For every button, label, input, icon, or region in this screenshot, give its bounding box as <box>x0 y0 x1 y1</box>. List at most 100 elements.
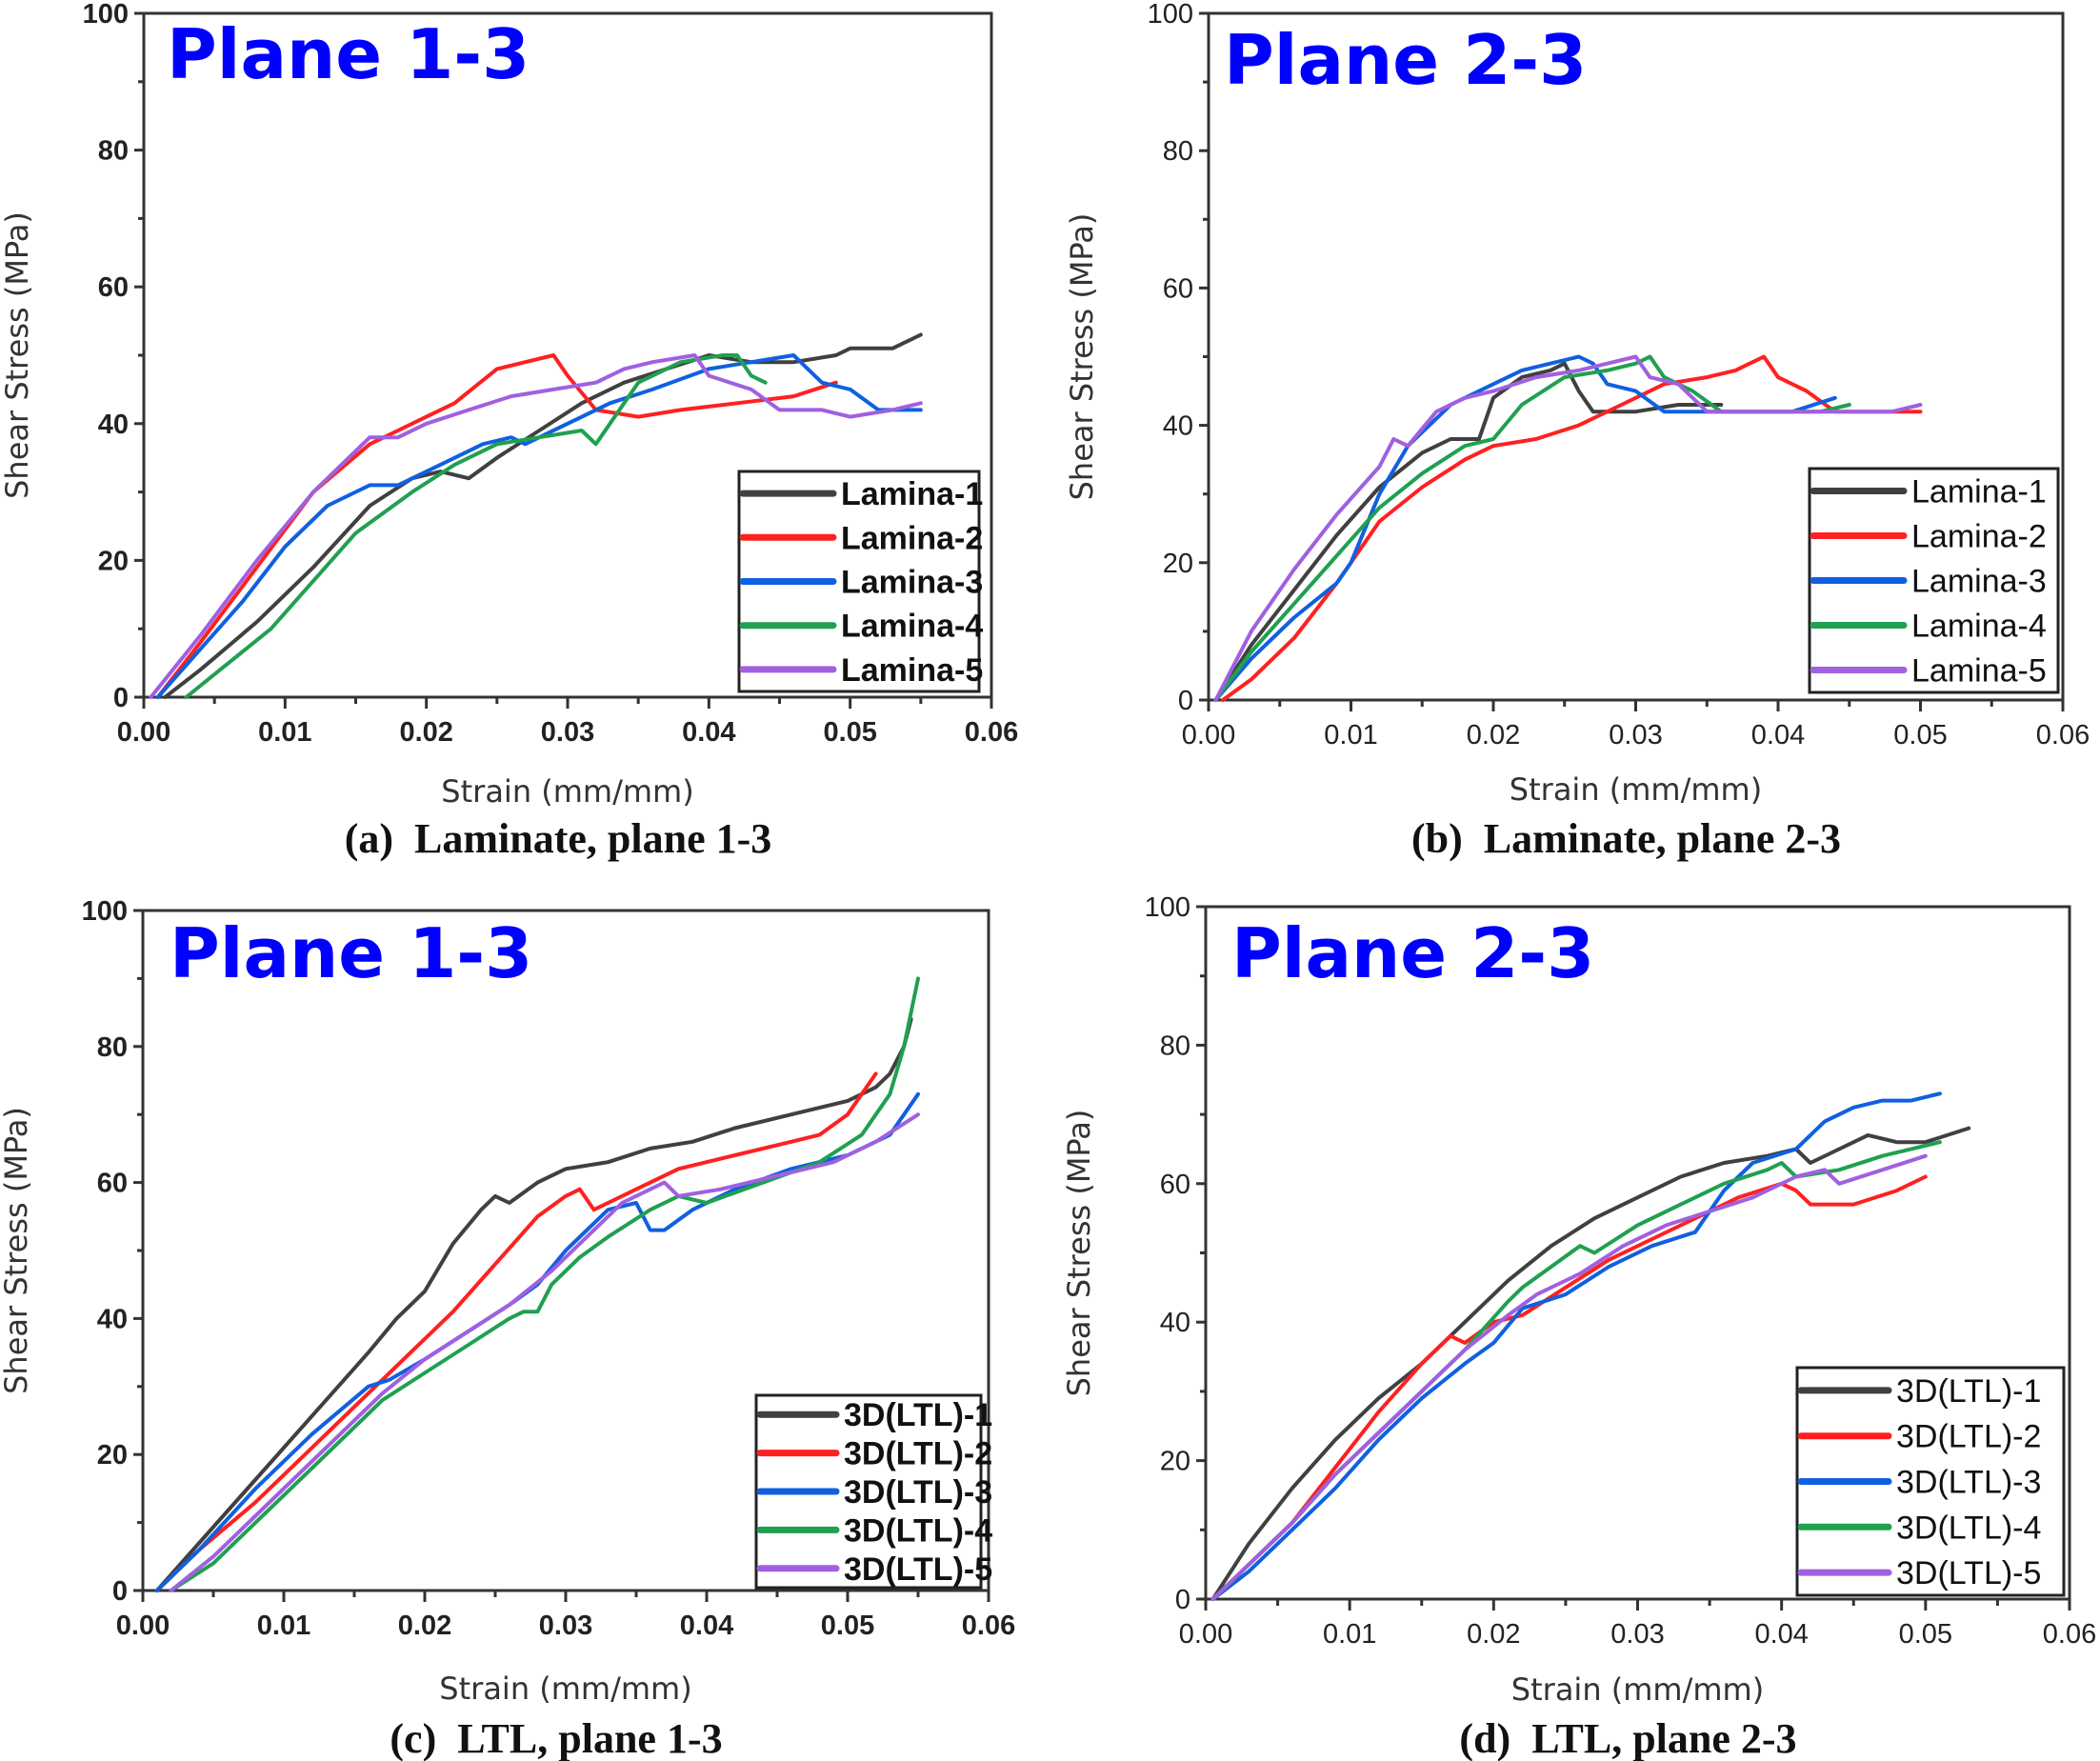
series-line-3d-ltl-2 <box>154 1071 878 1592</box>
x-tick-label: 0.05 <box>1899 1619 1952 1650</box>
y-tick-label: 60 <box>97 1169 128 1199</box>
x-tick-label: 0.04 <box>1754 1619 1808 1650</box>
x-tick-label: 0.03 <box>1609 720 1662 750</box>
x-tick-label: 0.00 <box>117 717 170 748</box>
panel-title: Plane 1-3 <box>170 913 532 993</box>
chart-panel-a: 0 20 40 60 80 100 0.00 0.01 0.02 0.03 0.04 0.05 0.06… <box>0 0 1018 862</box>
x-tick-label: 0.01 <box>1323 1619 1376 1650</box>
y-tick-label: 60 <box>98 272 129 303</box>
legend: Lamina-1 Lamina-2 Lamina-3 Lamina-4 Lamina-5 <box>737 470 983 693</box>
y-tick-label: 20 <box>97 1440 128 1471</box>
legend-label: Lamina-5 <box>1911 653 2047 690</box>
y-tick-label: 0 <box>1178 686 1193 716</box>
series-line-3d-ltl-5 <box>1210 1153 1928 1601</box>
legend-label: 3D(LTL)-2 <box>1896 1419 2041 1455</box>
y-tick-label: 40 <box>1163 411 1193 442</box>
x-axis-title: Strain (mm/mm) <box>1510 771 1762 808</box>
y-tick-label: 20 <box>98 546 129 576</box>
y-axis-title: Shear Stress (MPa) <box>0 1107 34 1394</box>
series-line-3d-ltl-3 <box>1210 1091 1942 1601</box>
x-tick-label: 0.03 <box>1610 1619 1664 1650</box>
legend-label: Lamina-3 <box>841 565 983 601</box>
legend-label: Lamina-5 <box>841 652 983 689</box>
y-tick-label: 0 <box>1175 1585 1190 1615</box>
panel-title: Plane 1-3 <box>167 14 530 94</box>
series-line-3d-ltl-4 <box>169 976 920 1592</box>
y-tick-label: 60 <box>1160 1170 1190 1200</box>
x-tick-label: 0.06 <box>965 717 1018 748</box>
y-tick-label: 20 <box>1160 1447 1190 1477</box>
y-tick-label: 100 <box>1145 892 1190 923</box>
series-line-lamina-1 <box>1213 361 1724 702</box>
panel-title: Plane 2-3 <box>1224 20 1587 100</box>
legend-label: Lamina-1 <box>1911 474 2047 510</box>
legend-label: 3D(LTL)-3 <box>1896 1465 2041 1501</box>
series-line-lamina-4 <box>1213 354 1851 702</box>
x-axis-title: Strain (mm/mm) <box>1511 1671 1764 1708</box>
legend-label: 3D(LTL)-1 <box>1896 1373 2041 1410</box>
x-tick-label: 0.04 <box>680 1611 733 1641</box>
legend: 3D(LTL)-1 3D(LTL)-2 3D(LTL)-3 3D(LTL)-4 3D(L… <box>1795 1366 2066 1597</box>
series-line-lamina-2 <box>155 353 838 699</box>
x-tick-label: 0.06 <box>2036 720 2090 750</box>
chart-panel-d: 0 20 40 60 80 100 0.00 0.01 0.02 0.03 0.04 0.05 0.06… <box>1061 892 2096 1761</box>
x-tick-label: 0.02 <box>399 717 452 748</box>
x-tick-label: 0.01 <box>1324 720 1377 750</box>
y-tick-label: 40 <box>98 410 129 440</box>
x-tick-label: 0.06 <box>962 1611 1015 1641</box>
legend-label: Lamina-4 <box>1911 609 2047 645</box>
y-tick-label: 80 <box>1160 1031 1190 1061</box>
x-tick-label: 0.02 <box>1467 1619 1520 1650</box>
series-line-lamina-5 <box>149 353 923 699</box>
x-tick-label: 0.03 <box>541 717 594 748</box>
x-tick-label: 0.01 <box>257 1611 310 1641</box>
panel-title: Plane 2-3 <box>1231 913 1594 993</box>
legend-label: 3D(LTL)-4 <box>844 1512 992 1549</box>
x-tick-label: 0.06 <box>2043 1619 2096 1650</box>
y-axis-title: Shear Stress (MPa) <box>0 211 35 499</box>
y-tick-label: 60 <box>1163 273 1193 304</box>
legend-label: Lamina-3 <box>1911 564 2047 600</box>
x-tick-label: 0.02 <box>1467 720 1520 750</box>
series-line-3d-ltl-1 <box>1210 1126 1971 1601</box>
legend-label: 3D(LTL)-5 <box>844 1551 992 1588</box>
legend-label: 3D(LTL)-3 <box>844 1474 992 1511</box>
x-tick-label: 0.03 <box>539 1611 592 1641</box>
x-tick-label: 0.05 <box>1893 720 1947 750</box>
legend-label: 3D(LTL)-5 <box>1896 1555 2041 1591</box>
figure-caption: (a) Laminate, plane 1-3 <box>345 815 772 862</box>
x-tick-label: 0.05 <box>823 717 876 748</box>
series-line-3d-ltl-5 <box>169 1112 920 1592</box>
y-tick-label: 20 <box>1163 549 1193 579</box>
legend: 3D(LTL)-13D(LTL)-23D(LTL)-33D(LTL)-43D(L… <box>754 1393 992 1590</box>
x-tick-label: 0.04 <box>682 717 735 748</box>
x-tick-label: 0.01 <box>258 717 311 748</box>
legend-label: 3D(LTL)-1 <box>844 1397 992 1433</box>
legend-label: 3D(LTL)-4 <box>1896 1510 2041 1546</box>
y-tick-label: 0 <box>112 1576 128 1607</box>
y-tick-label: 80 <box>97 1032 128 1063</box>
figure-caption: (b) Laminate, plane 2-3 <box>1411 815 1841 862</box>
y-tick-label: 0 <box>113 683 129 713</box>
series-line-3d-ltl-2 <box>1210 1174 1928 1601</box>
legend-label: Lamina-2 <box>841 520 983 556</box>
y-tick-label: 80 <box>1163 136 1193 167</box>
legend-label: Lamina-2 <box>1911 519 2047 555</box>
series-line-lamina-4 <box>184 353 768 699</box>
y-tick-label: 80 <box>98 136 129 167</box>
x-tick-label: 0.00 <box>1179 1619 1232 1650</box>
series-line-3d-ltl-1 <box>154 1017 913 1592</box>
chart-panel-b: 0 20 40 60 80 100 0.00 0.01 0.02 0.03 0.04 0.05 0.06… <box>1064 0 2090 862</box>
legend-label: 3D(LTL)-2 <box>844 1436 992 1472</box>
x-tick-label: 0.00 <box>116 1611 170 1641</box>
y-tick-label: 40 <box>97 1304 128 1334</box>
x-tick-label: 0.00 <box>1182 720 1235 750</box>
series-line-lamina-3 <box>1213 354 1837 702</box>
y-axis-title: Shear Stress (MPa) <box>1064 213 1100 501</box>
legend-label: Lamina-1 <box>841 476 983 512</box>
x-tick-label: 0.02 <box>398 1611 451 1641</box>
y-axis-title: Shear Stress (MPa) <box>1061 1110 1097 1397</box>
figure-caption: (c) LTL, plane 1-3 <box>390 1715 722 1761</box>
figure-caption: (d) LTL, plane 2-3 <box>1459 1715 1796 1761</box>
y-tick-label: 100 <box>83 0 129 30</box>
